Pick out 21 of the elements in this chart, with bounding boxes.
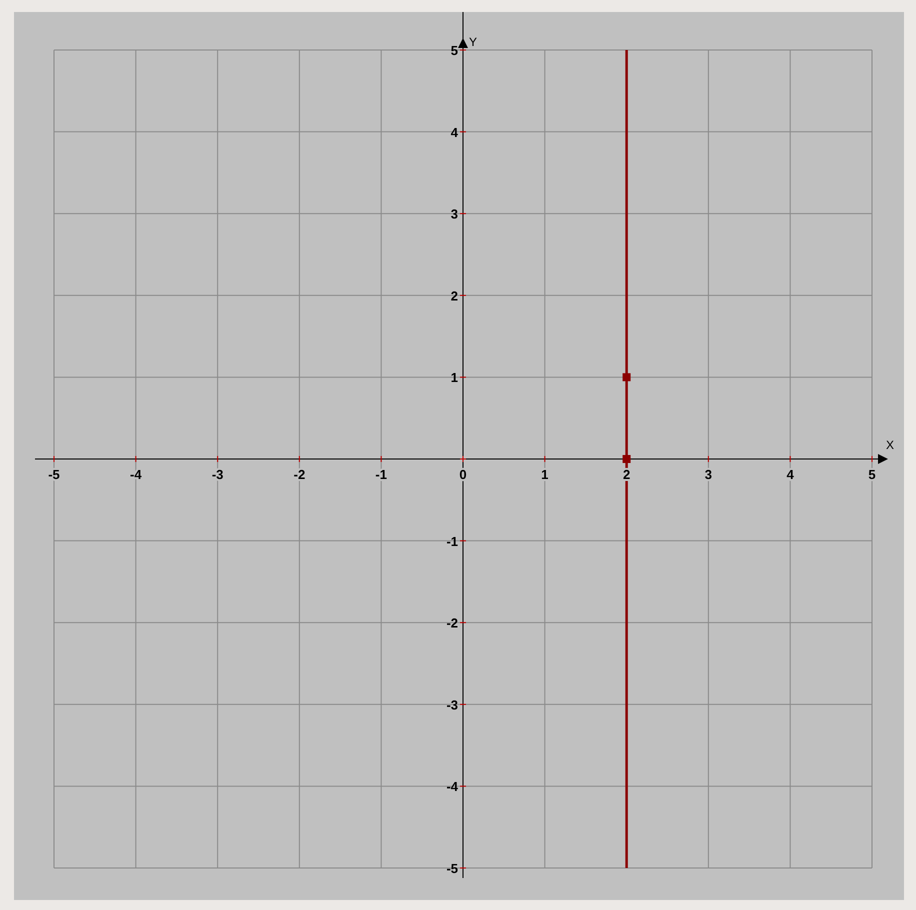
y-tick-label: -1	[446, 534, 458, 549]
x-tick-label: 4	[786, 467, 795, 482]
x-tick-label: 1	[541, 467, 548, 482]
x-tick-label: -4	[130, 467, 142, 482]
y-tick-label: -3	[446, 697, 458, 712]
x-tick-label: -2	[294, 467, 306, 482]
y-tick-label: 1	[450, 370, 458, 386]
y-tick-label: -5	[446, 861, 458, 876]
y-axis-title: Y	[469, 35, 478, 49]
y-tick-label: 2	[450, 288, 458, 304]
x-axis-title: X	[886, 438, 894, 452]
x-tick-label: -5	[48, 467, 60, 482]
y-tick-label: 4	[450, 124, 459, 140]
y-tick-label: 5	[450, 43, 458, 58]
y-tick-label: 3	[450, 206, 458, 222]
x-tick-label: 3	[704, 467, 712, 482]
x-tick-label: -3	[212, 467, 224, 482]
y-tick-label: -2	[446, 616, 458, 631]
x-tick-label: 5	[868, 467, 876, 482]
y-tick-label: -4	[446, 779, 459, 794]
x-tick-label: -1	[375, 467, 387, 482]
